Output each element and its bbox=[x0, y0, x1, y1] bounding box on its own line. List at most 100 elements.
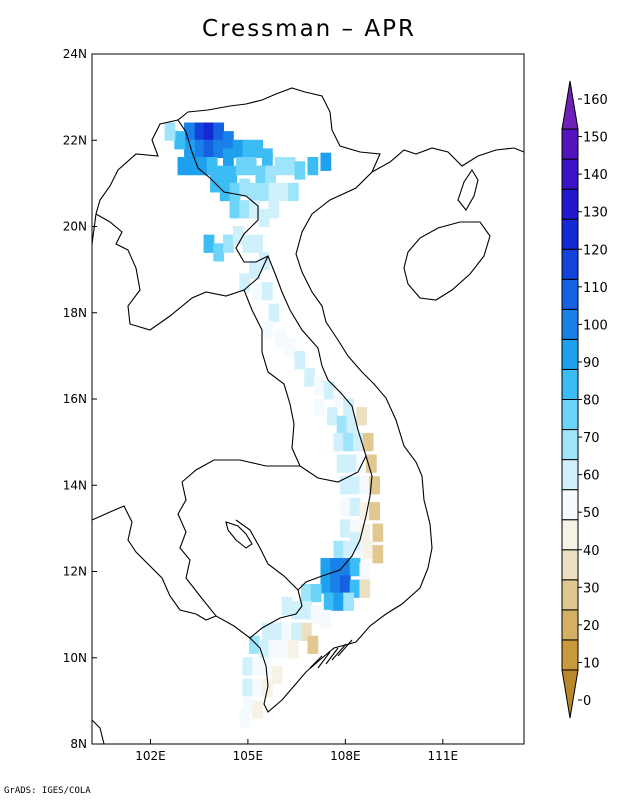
precip-cell bbox=[326, 407, 338, 426]
precip-cell bbox=[258, 251, 270, 271]
precip-cell bbox=[239, 178, 251, 197]
precip-cell bbox=[362, 433, 374, 452]
precip-cell bbox=[330, 558, 341, 577]
lat-tick-label: 8N bbox=[70, 737, 87, 751]
colorbar-swatch bbox=[561, 519, 579, 551]
colorbar-swatch bbox=[561, 399, 579, 431]
colorbar-swatch bbox=[561, 158, 579, 190]
precip-cell bbox=[223, 148, 234, 167]
precip-cell bbox=[271, 665, 283, 685]
colorbar-swatch bbox=[561, 308, 579, 340]
precip-cell bbox=[339, 519, 351, 538]
precip-cell bbox=[242, 657, 254, 676]
precip-cell bbox=[223, 131, 234, 150]
precip-cell bbox=[301, 601, 312, 620]
precip-cell bbox=[330, 575, 341, 594]
precip-cell bbox=[213, 122, 225, 141]
precip-cell bbox=[333, 540, 345, 560]
precip-cell bbox=[203, 234, 215, 253]
lat-tick-label: 18N bbox=[63, 306, 87, 320]
lon-tick-label: 111E bbox=[428, 749, 459, 763]
precip-cell bbox=[252, 700, 264, 719]
precip-cell bbox=[252, 282, 264, 301]
precip-cell bbox=[359, 562, 371, 581]
colorbar-swatch bbox=[561, 639, 579, 671]
colorbar-label: 160 bbox=[583, 93, 608, 108]
colorbar-swatch bbox=[561, 338, 579, 370]
precip-cell bbox=[291, 622, 303, 641]
precip-cell bbox=[236, 157, 247, 176]
precip-cell bbox=[333, 592, 345, 611]
precip-cell bbox=[304, 368, 315, 387]
coastline-vietnam bbox=[177, 87, 433, 713]
precip-cell bbox=[252, 139, 264, 158]
colorbar-label: 50 bbox=[583, 506, 600, 521]
precip-cell bbox=[313, 398, 325, 417]
precip-cell bbox=[359, 502, 371, 521]
precip-cell bbox=[356, 407, 367, 426]
precip-cell bbox=[343, 540, 354, 560]
precip-cell bbox=[229, 200, 241, 219]
precip-cell bbox=[307, 635, 319, 654]
precip-cell bbox=[268, 182, 280, 202]
precip-cell bbox=[249, 182, 260, 202]
coast-left-corner bbox=[91, 719, 105, 745]
precip-cell bbox=[184, 122, 195, 141]
precip-cell bbox=[268, 303, 280, 322]
lon-tick-label: 105E bbox=[233, 749, 264, 763]
precip-cell bbox=[301, 622, 312, 641]
precip-cell bbox=[291, 601, 303, 620]
colorbar-label: 150 bbox=[583, 131, 608, 146]
precip-cell bbox=[343, 433, 354, 452]
precip-cell bbox=[281, 596, 293, 616]
precip-cell bbox=[252, 678, 264, 698]
precip-cell bbox=[206, 157, 218, 176]
precip-cell bbox=[320, 575, 332, 594]
colorbar-swatch bbox=[561, 489, 579, 521]
precip-cell bbox=[252, 657, 264, 676]
precip-cell bbox=[365, 454, 377, 473]
precip-cell bbox=[249, 260, 260, 279]
precip-cell bbox=[174, 131, 186, 150]
precip-cell bbox=[271, 622, 283, 641]
precip-cell bbox=[288, 640, 299, 659]
border-china bbox=[95, 119, 269, 331]
precip-cell bbox=[258, 182, 270, 202]
coastline-china-east bbox=[371, 147, 525, 173]
leizhou-peninsula bbox=[457, 168, 479, 211]
colorbar-label: 90 bbox=[583, 356, 600, 371]
precip-cell bbox=[187, 157, 199, 176]
precip-cell bbox=[255, 165, 267, 184]
lake-tonle-sap bbox=[225, 521, 253, 549]
precip-cell bbox=[278, 182, 290, 202]
colorbar-label: 60 bbox=[583, 469, 600, 484]
colorbar-label: 70 bbox=[583, 431, 600, 446]
colorbar-swatch bbox=[561, 188, 579, 220]
precip-cell bbox=[294, 161, 306, 180]
lat-tick-label: 16N bbox=[63, 392, 87, 406]
precip-cell bbox=[262, 657, 273, 676]
coastline-borders bbox=[91, 87, 525, 745]
precip-cell bbox=[320, 558, 332, 577]
precip-cell bbox=[232, 226, 244, 245]
precip-cell bbox=[343, 592, 354, 611]
precip-cell bbox=[268, 640, 280, 659]
precip-cell bbox=[369, 476, 380, 495]
colorbar-swatch bbox=[561, 429, 579, 461]
precip-cell bbox=[352, 433, 364, 452]
precip-cell bbox=[223, 234, 234, 253]
precip-cell bbox=[333, 433, 345, 452]
precip-cell bbox=[323, 592, 335, 611]
colorbar-swatch bbox=[561, 609, 579, 641]
precip-cell bbox=[301, 583, 312, 603]
precip-cell bbox=[252, 234, 264, 253]
precip-cell bbox=[336, 415, 348, 434]
precip-cell bbox=[281, 622, 293, 641]
colorbar-label: 40 bbox=[583, 544, 600, 559]
precip-cell bbox=[336, 454, 348, 473]
precip-cell bbox=[164, 122, 176, 141]
map-axes: 8N 10N 12N 14N 16N 18N 20N 22N 24N 102E 105E 108E 11… bbox=[63, 47, 458, 763]
precip-cell bbox=[339, 558, 351, 577]
precip-cell bbox=[239, 709, 251, 728]
